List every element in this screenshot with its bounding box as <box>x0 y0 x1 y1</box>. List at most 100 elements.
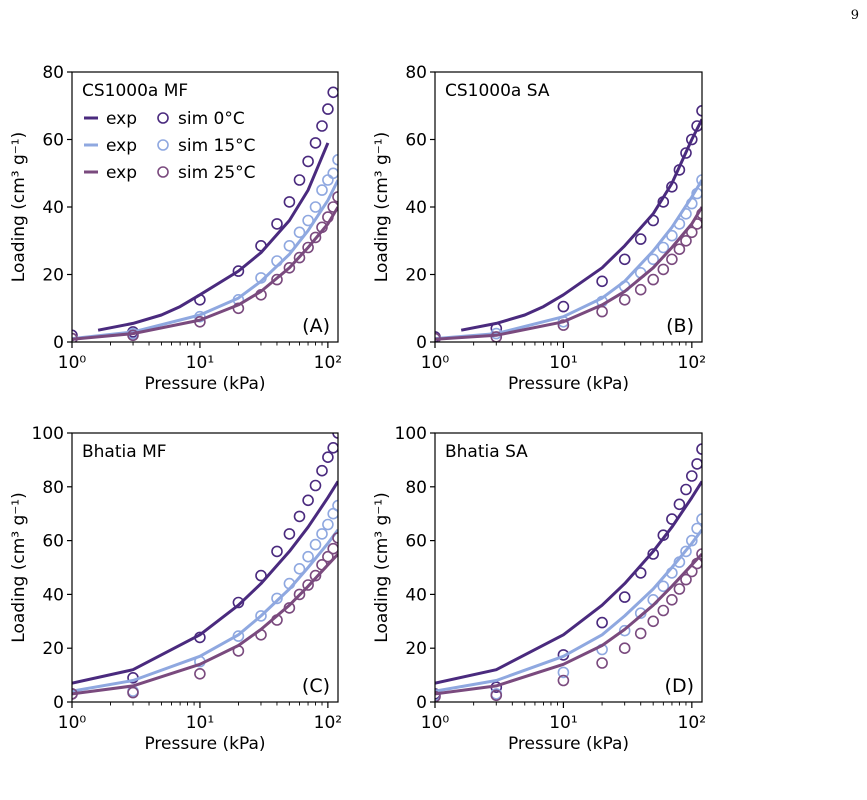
sim-point <box>673 498 686 511</box>
sim-point <box>673 556 686 568</box>
sim-point <box>309 569 322 582</box>
sim-point <box>293 510 306 523</box>
exp-line-25°C <box>435 552 702 696</box>
sim-point <box>316 528 328 540</box>
sim-point <box>332 499 338 512</box>
sim-point <box>127 686 139 699</box>
y-tick-label: 100 <box>32 424 64 444</box>
panel-label: (A) <box>302 315 330 337</box>
sim-point <box>685 133 698 146</box>
y-tick-label: 0 <box>53 693 64 713</box>
y-axis-label: Loading (cm³ g⁻¹) <box>9 132 29 282</box>
plot-area <box>435 105 702 342</box>
x-axis-label: Pressure (kPa) <box>508 374 629 394</box>
sim-point <box>302 550 314 563</box>
sim-point <box>322 211 334 223</box>
sim-point <box>691 120 702 132</box>
exp-line-15°C <box>435 528 702 693</box>
exp-line-0°C <box>460 118 702 332</box>
legend-marker-label: sim 0°C <box>178 109 245 129</box>
x-tick-label: 10² <box>678 713 706 733</box>
sim-point <box>332 532 338 544</box>
sim-point <box>634 283 647 296</box>
legend-marker <box>157 139 169 151</box>
sim-point <box>255 628 267 641</box>
sim-point <box>72 688 78 700</box>
sim-point <box>657 196 670 208</box>
sim-point <box>255 240 267 252</box>
exp-line-0°C <box>435 480 702 685</box>
y-axis-label: Loading (cm³ g⁻¹) <box>372 492 392 642</box>
sim-point <box>596 275 608 288</box>
y-tick-label: 0 <box>53 333 64 353</box>
x-tick-label: 10⁰ <box>58 713 87 733</box>
y-tick-label: 80 <box>405 478 427 498</box>
sim-point <box>673 164 686 176</box>
sim-point <box>283 261 296 274</box>
sim-point <box>657 604 670 617</box>
panel-a: 0 20 40 60 80 10⁰ 10¹ 10² Pressure (kPa) Loading … <box>9 63 342 394</box>
exp-line-25°C <box>435 206 702 341</box>
sim-point <box>657 580 670 593</box>
sim-point <box>255 569 267 582</box>
y-tick-label: 40 <box>405 585 427 605</box>
sim-point <box>557 666 570 679</box>
y-tick-label: 60 <box>405 532 427 552</box>
sim-point <box>302 494 314 507</box>
sim-point <box>685 534 698 547</box>
sim-point <box>685 565 698 578</box>
sim-point <box>293 562 306 575</box>
y-tick-label: 20 <box>42 639 64 659</box>
sim-point <box>435 332 441 342</box>
sim-point <box>302 579 314 591</box>
plot-area <box>72 433 338 700</box>
sim-point <box>634 567 647 579</box>
exp-line-0°C <box>72 480 338 685</box>
sim-point <box>596 657 608 669</box>
panel-b: 0 20 40 60 80 10⁰ 10¹ 10² Pressure (kPa) Loading … <box>372 63 706 394</box>
plot-area <box>72 86 338 342</box>
sim-point <box>685 470 698 482</box>
sim-point <box>680 483 692 496</box>
sim-point <box>309 137 322 149</box>
y-tick-label: 0 <box>416 693 427 713</box>
sim-point <box>283 528 296 540</box>
panel-title: CS1000a MF <box>82 81 188 101</box>
y-tick-label: 60 <box>405 131 427 151</box>
sim-point <box>618 624 631 637</box>
sim-point <box>596 305 608 318</box>
sim-point <box>322 451 334 464</box>
panel-label: (C) <box>302 675 330 697</box>
sim-point <box>271 545 283 558</box>
y-tick-label: 40 <box>405 198 427 218</box>
sim-point <box>255 288 267 301</box>
sim-point <box>680 235 692 247</box>
sim-point <box>194 293 206 306</box>
sim-point <box>293 588 306 601</box>
sim-point <box>232 645 245 657</box>
sim-point <box>322 550 334 563</box>
y-tick-label: 40 <box>42 585 64 605</box>
y-tick-label: 40 <box>42 198 64 218</box>
sim-point <box>647 273 660 286</box>
sim-point <box>302 214 314 227</box>
y-tick-label: 20 <box>42 266 64 286</box>
sim-point <box>691 458 702 470</box>
legend-line-label: exp <box>106 109 137 129</box>
sim-point <box>327 167 338 180</box>
sim-point <box>271 273 283 286</box>
y-axis-label: Loading (cm³ g⁻¹) <box>372 132 392 282</box>
sim-point <box>634 627 647 640</box>
x-tick-label: 10² <box>678 353 706 373</box>
sim-point <box>332 154 338 166</box>
sim-point <box>283 240 296 252</box>
exp-line-15°C <box>72 528 338 693</box>
legend: exp sim 0°C exp sim 15°C exp sim 25°C <box>84 109 256 183</box>
axes-frame <box>434 432 703 703</box>
sim-point <box>657 241 670 254</box>
panel-title: Bhatia SA <box>445 442 528 462</box>
sim-point <box>696 548 702 560</box>
sim-point <box>194 667 206 680</box>
sim-point <box>666 181 678 193</box>
